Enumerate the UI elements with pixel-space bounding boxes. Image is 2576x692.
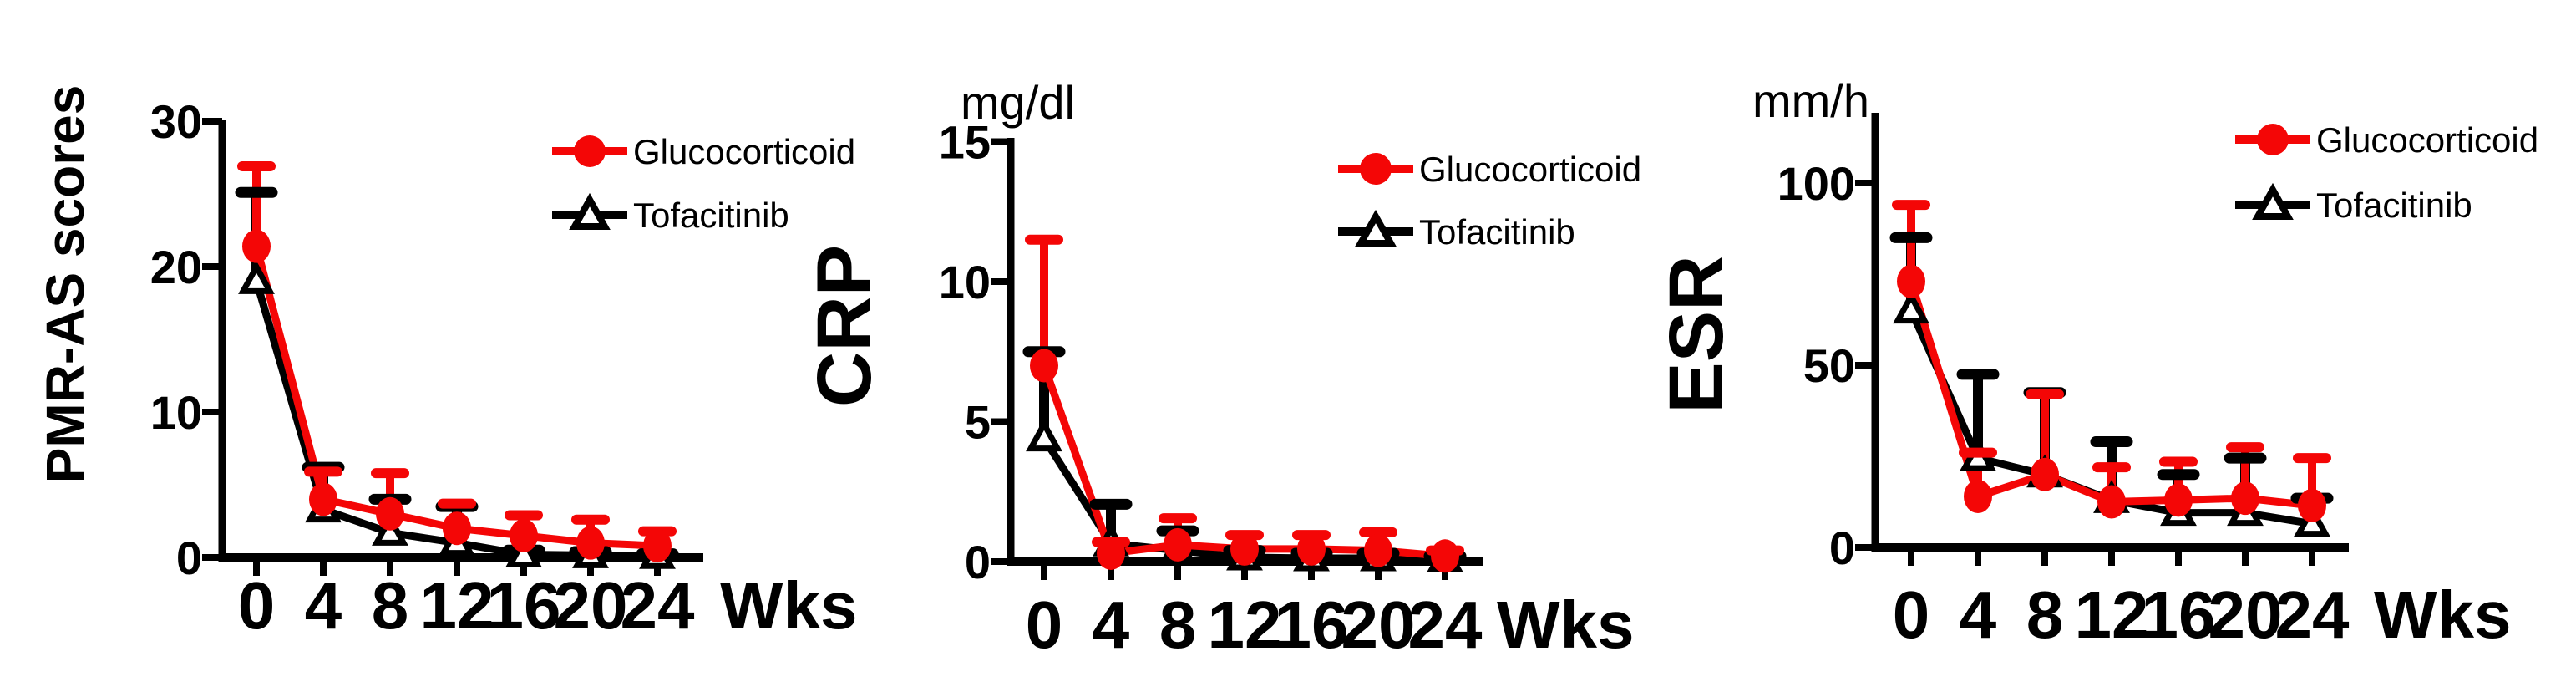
filled-circle-icon (2257, 124, 2289, 155)
y-tick-label: 15 (939, 116, 991, 169)
y-tick-label: 10 (150, 386, 202, 439)
x-tick-label: 20 (554, 568, 628, 643)
x-axis-unit-label: Wks (1497, 588, 1635, 662)
legend-label-glucocorticoid: Glucocorticoid (633, 132, 855, 171)
glucocorticoid-marker (309, 482, 337, 516)
x-tick-label: 24 (621, 568, 695, 643)
glucocorticoid-marker (376, 496, 404, 531)
filled-circle-icon (574, 135, 606, 167)
legend-label-glucocorticoid: Glucocorticoid (1419, 150, 1641, 189)
open-triangle-icon (569, 192, 611, 230)
y-axis-title: CRP (802, 245, 887, 407)
glucocorticoid-marker (1964, 479, 1992, 513)
open-triangle-icon (1355, 209, 1397, 247)
tofacitinib-marker (238, 261, 275, 294)
y-tick-label: 5 (965, 396, 991, 449)
x-tick-label: 16 (1275, 588, 1349, 662)
x-tick-label: 0 (238, 568, 276, 643)
legend: Glucocorticoid Tofacitinib (1338, 150, 1641, 252)
y-tick-label: 100 (1777, 157, 1855, 210)
glucocorticoid-marker (643, 529, 672, 563)
chart-pmr-as: PMR-AS scores Wks Glucocorticoid Tofacit… (35, 85, 858, 643)
glucocorticoid-marker (2097, 485, 2126, 519)
x-tick-label: 0 (1026, 588, 1063, 662)
glucocorticoid-marker (2164, 483, 2193, 517)
x-axis-unit-label: Wks (720, 568, 858, 643)
glucocorticoid-marker (1097, 536, 1125, 570)
x-tick-label: 0 (1893, 578, 1930, 652)
x-tick-label: 12 (420, 568, 494, 643)
chart-crp: CRP mg/dl Wks Glucocorticoid Tofacitinib… (802, 76, 1641, 662)
x-tick-label: 20 (2208, 578, 2283, 652)
y-axis-unit-label: mm/h (1752, 74, 1869, 127)
glucocorticoid-marker (1431, 539, 1459, 573)
legend-label-glucocorticoid: Glucocorticoid (2316, 120, 2538, 160)
glucocorticoid-marker (443, 511, 471, 546)
x-tick-label: 8 (372, 568, 409, 643)
tofacitinib-marker (372, 512, 408, 546)
x-tick-label: 24 (1408, 588, 1483, 662)
x-axis-unit-label: Wks (2374, 578, 2512, 652)
glucocorticoid-marker (576, 526, 605, 560)
tofacitinib-marker (505, 534, 542, 568)
y-tick-label: 30 (150, 95, 202, 148)
tofacitinib-marker (1893, 290, 1929, 324)
x-tick-label: 20 (1341, 588, 1416, 662)
y-axis-title: PMR-AS scores (35, 85, 95, 484)
x-tick-label: 4 (1093, 588, 1130, 662)
glucocorticoid-marker (1030, 349, 1058, 383)
glucocorticoid-marker (2298, 488, 2326, 522)
glucocorticoid-marker (2031, 457, 2059, 491)
tofacitinib-marker (1026, 418, 1062, 452)
x-tick-label: 8 (1159, 588, 1197, 662)
y-tick-label: 20 (150, 241, 202, 293)
y-tick-label: 10 (939, 256, 991, 308)
x-tick-label: 12 (2075, 578, 2149, 652)
legend-label-tofacitinib: Tofacitinib (2316, 186, 2472, 225)
x-tick-label: 12 (1208, 588, 1282, 662)
legend: Glucocorticoid Tofacitinib (552, 132, 855, 235)
x-tick-label: 4 (305, 568, 342, 643)
y-tick-label: 0 (176, 532, 202, 584)
x-tick-label: 16 (2142, 578, 2216, 652)
glucocorticoid-marker (1297, 532, 1326, 566)
y-axis-unit-label: mg/dl (961, 76, 1075, 129)
open-triangle-icon (2252, 182, 2294, 220)
x-tick-label: 4 (1960, 578, 1997, 652)
filled-circle-icon (1360, 153, 1392, 185)
glucocorticoid-marker (1897, 264, 1925, 298)
glucocorticoid-marker (1364, 533, 1392, 567)
y-tick-label: 50 (1803, 339, 1855, 392)
glucocorticoid-marker (2231, 481, 2259, 516)
glucocorticoid-marker (1164, 527, 1192, 562)
y-tick-label: 0 (1829, 522, 1855, 574)
glucocorticoid-marker (510, 518, 538, 552)
glucocorticoid-marker (1230, 532, 1259, 566)
legend-label-tofacitinib: Tofacitinib (1419, 212, 1575, 252)
legend: Glucocorticoid Tofacitinib (2235, 120, 2538, 225)
glucocorticoid-marker (242, 229, 271, 263)
legend-label-tofacitinib: Tofacitinib (633, 196, 789, 235)
chart-esr: ESR mm/h Wks Glucocorticoid Tofacitinib … (1654, 74, 2538, 652)
x-tick-label: 24 (2275, 578, 2350, 652)
x-tick-label: 8 (2026, 578, 2064, 652)
y-tick-label: 0 (965, 536, 991, 588)
x-tick-label: 16 (487, 568, 561, 643)
y-axis-title: ESR (1654, 255, 1739, 413)
